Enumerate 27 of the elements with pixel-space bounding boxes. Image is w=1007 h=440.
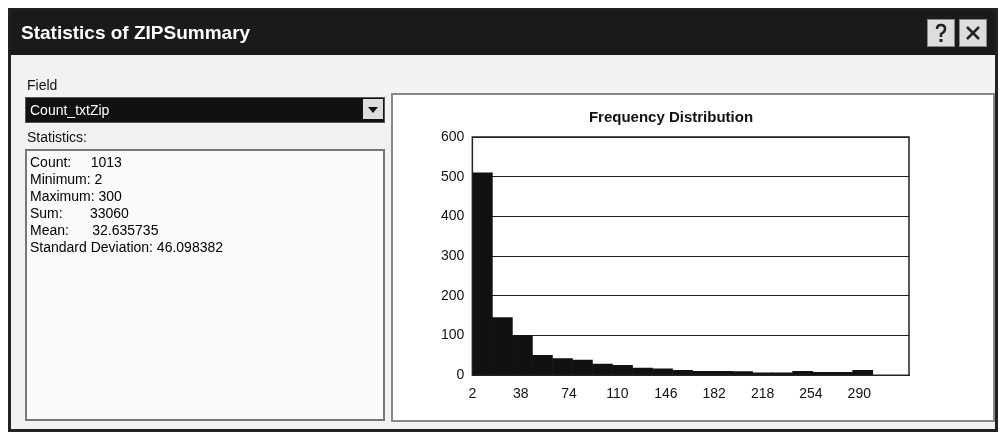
x-tick-label: 38 bbox=[512, 385, 529, 402]
y-tick-label: 600 bbox=[441, 127, 465, 144]
text: Standard Deviation: 46.098382 bbox=[30, 239, 225, 256]
x-tick-label: 74 bbox=[561, 385, 578, 402]
x-tick-label: 2 bbox=[468, 385, 477, 402]
text: Statistics: bbox=[27, 129, 88, 145]
y-tick-label: 500 bbox=[441, 167, 465, 184]
text: Mean: 32.635735 bbox=[30, 222, 160, 239]
x-tick-label: 182 bbox=[702, 385, 727, 402]
x-tick-label: 254 bbox=[799, 385, 823, 402]
x-tick-label: 290 bbox=[847, 385, 872, 402]
y-tick-label: 100 bbox=[441, 326, 465, 343]
text: Maximum: 300 bbox=[30, 188, 123, 205]
text: Statistics of ZIPSummary bbox=[21, 22, 251, 43]
chart-title: Frequency Distribution bbox=[588, 108, 754, 126]
y-tick-label: 0 bbox=[456, 366, 465, 383]
text: Field bbox=[27, 77, 59, 93]
text: Count: 1013 bbox=[30, 154, 123, 171]
text: Minimum: 2 bbox=[30, 171, 104, 188]
y-tick-label: 300 bbox=[441, 246, 465, 263]
text: Sum: 33060 bbox=[30, 205, 130, 222]
x-tick-label: 218 bbox=[750, 385, 775, 402]
text: Count_txtZip bbox=[25, 97, 385, 123]
x-tick-label: 146 bbox=[654, 385, 678, 402]
y-tick-label: 400 bbox=[441, 207, 465, 224]
x-tick-label: 110 bbox=[606, 385, 629, 402]
y-tick-label: 200 bbox=[441, 286, 465, 303]
